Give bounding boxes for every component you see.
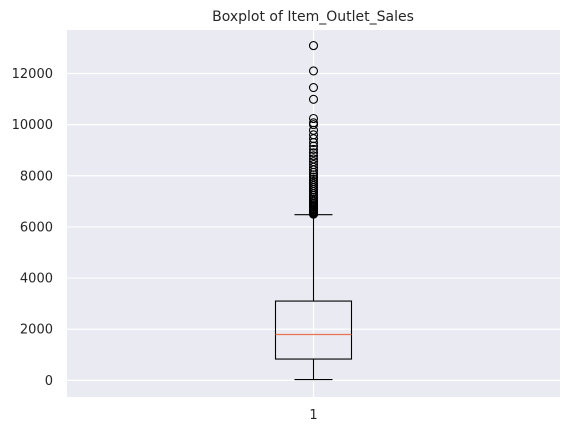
y-axis-ticks: 0 2000 4000 6000 8000 10000 12000 — [12, 67, 53, 389]
outlier-point — [308, 172, 319, 182]
outlier-point — [308, 151, 319, 161]
y-tick-label: 4000 — [20, 272, 53, 287]
outlier-point — [308, 170, 319, 180]
outlier-point — [308, 66, 319, 76]
y-tick-label: 0 — [45, 374, 53, 389]
outlier-point — [308, 174, 319, 184]
y-tick-label: 8000 — [20, 169, 53, 184]
y-tick-label: 10000 — [12, 118, 53, 133]
y-tick-label: 6000 — [20, 220, 53, 235]
outlier-point — [308, 144, 319, 154]
outlier-point — [308, 113, 319, 124]
outlier-point — [308, 130, 319, 140]
box-iqr — [274, 300, 353, 360]
x-tick-label: 1 — [309, 408, 317, 423]
outlier-point — [308, 125, 319, 135]
outlier-point — [308, 148, 319, 158]
outlier-point — [308, 159, 319, 170]
outlier-point — [308, 154, 319, 164]
outlier-points — [308, 41, 319, 219]
x-axis-ticks: 1 — [309, 408, 317, 423]
outlier-point — [308, 157, 319, 167]
outlier-point — [308, 94, 319, 104]
outlier-point — [308, 41, 319, 51]
y-tick-label: 2000 — [20, 323, 53, 338]
outlier-point — [308, 118, 319, 128]
outlier-point — [308, 141, 319, 151]
outlier-point — [308, 82, 319, 93]
chart-title: Boxplot of Item_Outlet_Sales — [212, 9, 414, 25]
y-tick-label: 12000 — [12, 67, 53, 82]
